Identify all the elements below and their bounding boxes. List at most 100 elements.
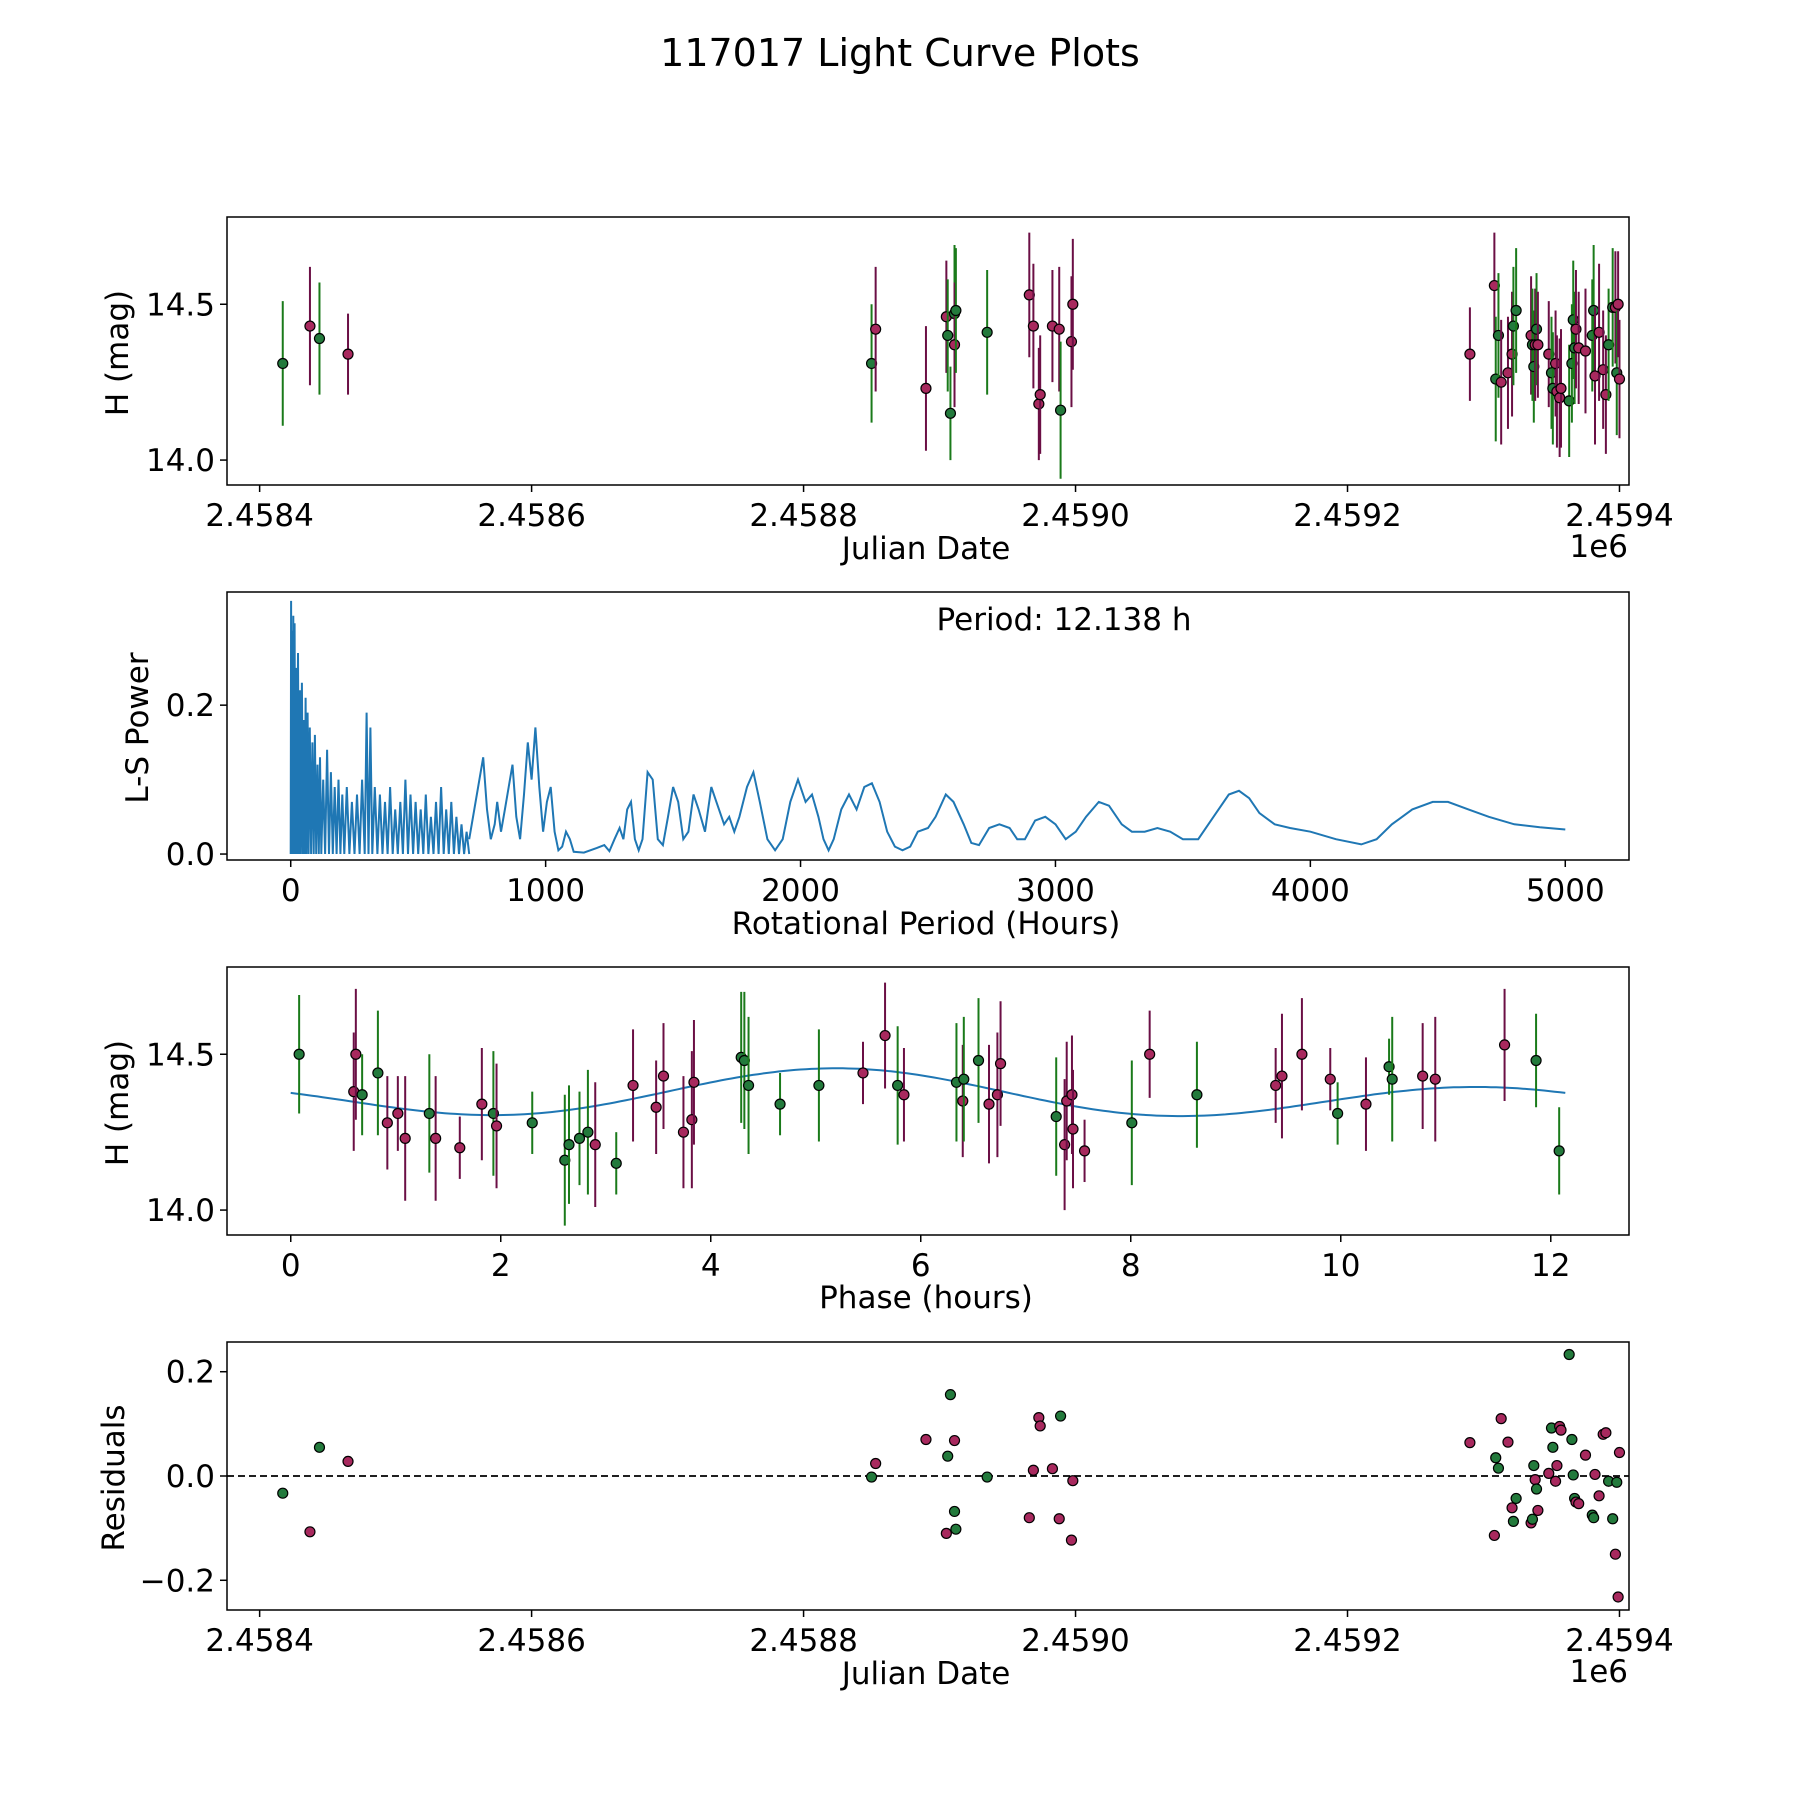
raw-axes-frame (226, 216, 1630, 486)
phase-point (994, 1058, 1007, 1070)
raw-point (1579, 345, 1592, 357)
raw-point (313, 332, 326, 345)
raw-point (1555, 382, 1567, 394)
phase-point (526, 1117, 538, 1129)
phase-xtick-label: 12 (1531, 1248, 1570, 1284)
residuals-xtick-label: 2.4594 (1565, 1623, 1673, 1659)
phase-point (1417, 1070, 1429, 1082)
residuals-point (870, 1457, 882, 1470)
residuals-point (981, 1471, 993, 1483)
raw-plot-area (277, 232, 1626, 479)
phase-point (1530, 1054, 1542, 1067)
periodogram-ylabel: L-S Power (120, 652, 156, 803)
phase-point (392, 1107, 404, 1120)
phase-point (563, 1139, 575, 1151)
phase-point (399, 1132, 411, 1144)
residuals-point (342, 1455, 354, 1468)
phase-point (589, 1139, 601, 1151)
residuals-point (1492, 1462, 1505, 1474)
residuals-point (1600, 1427, 1612, 1439)
phase-point (1270, 1079, 1282, 1092)
phase-point (293, 1048, 305, 1060)
raw-point (942, 329, 954, 342)
phase-ylabel: H (mag) (100, 1040, 136, 1166)
phase-point (1276, 1070, 1288, 1082)
phase-point (350, 1048, 362, 1060)
phase-point (1078, 1145, 1091, 1157)
residuals-point (1507, 1515, 1520, 1527)
residuals-point (1027, 1464, 1039, 1476)
residuals-point (944, 1389, 957, 1401)
phase-point (1498, 1039, 1511, 1051)
raw-point (1495, 376, 1507, 388)
residuals-point (1567, 1469, 1579, 1481)
raw-point (1033, 398, 1045, 410)
residuals-point (948, 1434, 961, 1447)
residuals-point (940, 1527, 952, 1539)
residuals-point (1607, 1513, 1619, 1525)
residuals-plot-area (227, 1348, 1629, 1603)
residuals-point (920, 1433, 932, 1446)
raw-xtick-label: 2.4584 (205, 498, 313, 534)
periodogram-plot-area (289, 600, 1566, 855)
raw-ytick-label: 14.0 (146, 443, 215, 479)
phase-point (742, 1079, 755, 1092)
period-annotation: Period: 12.138 h (937, 602, 1192, 638)
phase-xtick-label: 10 (1321, 1248, 1360, 1284)
residuals-point (1588, 1512, 1600, 1524)
raw-point (1532, 339, 1544, 351)
residuals-point (1495, 1413, 1507, 1425)
raw-x-offset: 1e6 (1569, 529, 1628, 565)
phase-point (1332, 1107, 1344, 1120)
phase-point (372, 1067, 384, 1079)
periodogram-xtick-label: 5000 (1526, 873, 1605, 909)
raw-point (950, 304, 962, 317)
phase-point (1126, 1117, 1138, 1129)
phase-ytick-label: 14.5 (146, 1037, 215, 1073)
residuals-x-offset: 1e6 (1569, 1654, 1628, 1690)
phase-point (1144, 1048, 1156, 1060)
phase-xtick-label: 6 (911, 1248, 931, 1284)
residuals-point (1609, 1548, 1622, 1560)
residuals-point (1067, 1475, 1079, 1487)
raw-point (948, 339, 961, 351)
phase-point (677, 1126, 690, 1138)
raw-ylabel: H (mag) (100, 290, 136, 416)
raw-point (342, 348, 354, 360)
phase-point (898, 1089, 910, 1101)
phase-point (1059, 1139, 1071, 1151)
raw-point (1067, 298, 1079, 310)
phase-point (1050, 1110, 1062, 1123)
raw-point (944, 407, 957, 419)
phase-ytick-label: 14.0 (146, 1193, 215, 1229)
phase-point (610, 1157, 622, 1169)
phase-xtick-label: 2 (491, 1248, 511, 1284)
phase-xtick-label: 8 (1121, 1248, 1141, 1284)
residuals-xtick-label: 2.4590 (1021, 1623, 1129, 1659)
phase-point (1553, 1145, 1565, 1157)
residuals-point (1529, 1474, 1541, 1486)
residuals-point (277, 1487, 289, 1499)
residuals-axes-frame (226, 1341, 1630, 1611)
phase-point (430, 1132, 442, 1144)
periodogram-panel: Rotational Period (Hours) L-S Power Peri… (120, 591, 1630, 942)
residuals-point (1563, 1348, 1575, 1361)
residuals-point (1034, 1420, 1046, 1432)
phase-point (1066, 1089, 1078, 1101)
raw-point (1034, 389, 1046, 401)
periodogram-line (468, 727, 1566, 854)
phase-point (657, 1070, 670, 1082)
phase-point (381, 1117, 393, 1129)
phase-point (423, 1107, 435, 1120)
raw-point (1554, 392, 1566, 404)
raw-xtick-label: 2.4590 (1021, 498, 1129, 534)
periodogram-xtick-label: 4000 (1271, 873, 1350, 909)
phase-point (813, 1079, 825, 1092)
residuals-point (1589, 1468, 1601, 1481)
residuals-point (304, 1526, 316, 1538)
residuals-point (1613, 1446, 1626, 1459)
residuals-xtick-label: 2.4586 (477, 1623, 585, 1659)
periodogram-ytick-label: 0.2 (166, 688, 215, 724)
residuals-point (1579, 1449, 1592, 1461)
